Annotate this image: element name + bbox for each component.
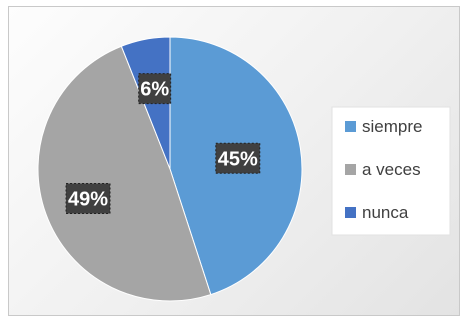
legend-label: nunca [362,203,409,222]
svg-text:49%: 49% [68,189,108,211]
legend-item-nunca: nunca [345,203,409,222]
legend-item-a-veces: a veces [345,160,421,179]
pie-chart: 45% 49% 6% siempre a veces nunca [37,36,451,302]
legend: siempre a veces nunca [331,106,451,236]
legend-swatch [345,121,356,132]
chart-area: 45% 49% 6% siempre a veces nunca [8,6,460,316]
svg-text:45%: 45% [218,148,258,170]
svg-text:6%: 6% [140,79,169,101]
legend-swatch [345,207,356,218]
data-label-a-veces: 49% [65,183,111,215]
legend-swatch [345,164,356,175]
pie-slice-a-veces [37,45,212,302]
data-label-nunca: 6% [138,73,172,105]
legend-item-siempre: siempre [345,117,422,136]
legend-label: a veces [362,160,421,179]
legend-label: siempre [362,117,422,136]
data-label-siempre: 45% [215,142,261,174]
